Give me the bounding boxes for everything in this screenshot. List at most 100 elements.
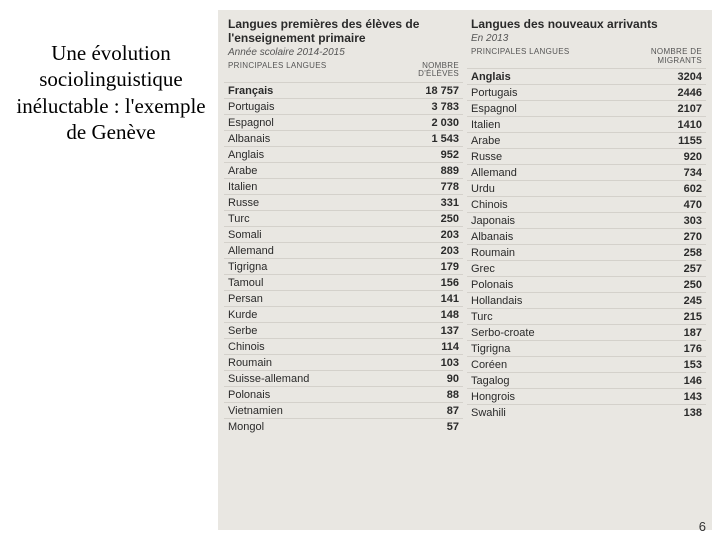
table-row: Coréen153 [467,356,706,372]
colhead-val: NOMBRE D'ÉLÈVES [397,62,459,80]
row-value: 1 543 [397,133,459,145]
row-value: 203 [397,245,459,257]
page-number: 6 [699,519,706,534]
row-lang: Portugais [228,101,397,113]
table-row: Espagnol2 030 [224,114,463,130]
table-row: Hongrois143 [467,388,706,404]
table-row: Allemand203 [224,242,463,258]
row-value: 88 [397,389,459,401]
row-value: 470 [640,199,702,211]
table-row: Grec257 [467,260,706,276]
table-row: Kurde148 [224,306,463,322]
table-row: Polonais88 [224,386,463,402]
row-value: 2 030 [397,117,459,129]
table-right: Langues des nouveaux arrivants En 2013 P… [467,16,706,524]
table-left-header: Langues premières des élèves de l'enseig… [224,16,463,59]
table-row: Arabe889 [224,162,463,178]
row-lang: Espagnol [471,103,640,115]
table-row: Anglais952 [224,146,463,162]
table-row: Portugais3 783 [224,98,463,114]
row-value: 258 [640,247,702,259]
row-value: 187 [640,327,702,339]
row-lang: Russe [471,151,640,163]
row-lang: Suisse-allemand [228,373,397,385]
row-value: 176 [640,343,702,355]
row-lang: Italien [228,181,397,193]
row-value: 146 [640,375,702,387]
row-value: 952 [397,149,459,161]
table-row: Somali203 [224,226,463,242]
table-row: Polonais250 [467,276,706,292]
row-lang: Tigrigna [471,343,640,355]
table-row: Italien1410 [467,116,706,132]
table-row: Tigrigna176 [467,340,706,356]
table-row: Italien778 [224,178,463,194]
row-value: 1155 [640,135,702,147]
table-row: Chinois470 [467,196,706,212]
row-value: 331 [397,197,459,209]
table-right-subtitle: En 2013 [471,33,702,44]
colhead-lang: PRINCIPALES LANGUES [228,62,397,80]
table-row: Turc215 [467,308,706,324]
row-value: 250 [397,213,459,225]
table-row: Tagalog146 [467,372,706,388]
table-row: Suisse-allemand90 [224,370,463,386]
row-lang: Français [228,85,397,97]
row-value: 257 [640,263,702,275]
table-row: Portugais2446 [467,84,706,100]
table-left-rows: Français18 757Portugais3 783Espagnol2 03… [224,82,463,434]
row-lang: Mongol [228,421,397,433]
row-lang: Arabe [471,135,640,147]
row-lang: Polonais [471,279,640,291]
table-row: Tigrigna179 [224,258,463,274]
row-value: 602 [640,183,702,195]
table-row: Espagnol2107 [467,100,706,116]
page-title: Une évolution sociolinguistique inélucta… [12,40,210,145]
table-left-title: Langues premières des élèves de l'enseig… [228,18,459,46]
row-lang: Tagalog [471,375,640,387]
tables-container: Langues premières des élèves de l'enseig… [218,10,712,530]
table-row: Serbe137 [224,322,463,338]
row-value: 245 [640,295,702,307]
table-row: Japonais303 [467,212,706,228]
table-row: Hollandais245 [467,292,706,308]
row-value: 889 [397,165,459,177]
row-lang: Arabe [228,165,397,177]
row-value: 156 [397,277,459,289]
table-right-rows: Anglais3204Portugais2446Espagnol2107Ital… [467,68,706,420]
row-value: 215 [640,311,702,323]
row-value: 103 [397,357,459,369]
table-left: Langues premières des élèves de l'enseig… [224,16,463,524]
row-value: 1410 [640,119,702,131]
row-value: 138 [640,407,702,419]
row-lang: Urdu [471,183,640,195]
row-lang: Allemand [471,167,640,179]
row-lang: Polonais [228,389,397,401]
row-lang: Albanais [228,133,397,145]
table-row: Français18 757 [224,82,463,98]
table-row: Tamoul156 [224,274,463,290]
table-row: Russe331 [224,194,463,210]
row-lang: Tigrigna [228,261,397,273]
table-row: Chinois114 [224,338,463,354]
table-row: Arabe1155 [467,132,706,148]
row-value: 179 [397,261,459,273]
row-value: 153 [640,359,702,371]
colhead-val: NOMBRE DE MIGRANTS [640,48,702,66]
row-value: 778 [397,181,459,193]
row-lang: Persan [228,293,397,305]
row-lang: Serbo-croate [471,327,640,339]
row-value: 18 757 [397,85,459,97]
table-row: Turc250 [224,210,463,226]
row-value: 143 [640,391,702,403]
table-row: Roumain103 [224,354,463,370]
table-row: Mongol57 [224,418,463,434]
row-value: 2446 [640,87,702,99]
row-lang: Allemand [228,245,397,257]
row-lang: Turc [228,213,397,225]
row-value: 87 [397,405,459,417]
table-row: Vietnamien87 [224,402,463,418]
row-lang: Serbe [228,325,397,337]
table-row: Anglais3204 [467,68,706,84]
row-lang: Hongrois [471,391,640,403]
